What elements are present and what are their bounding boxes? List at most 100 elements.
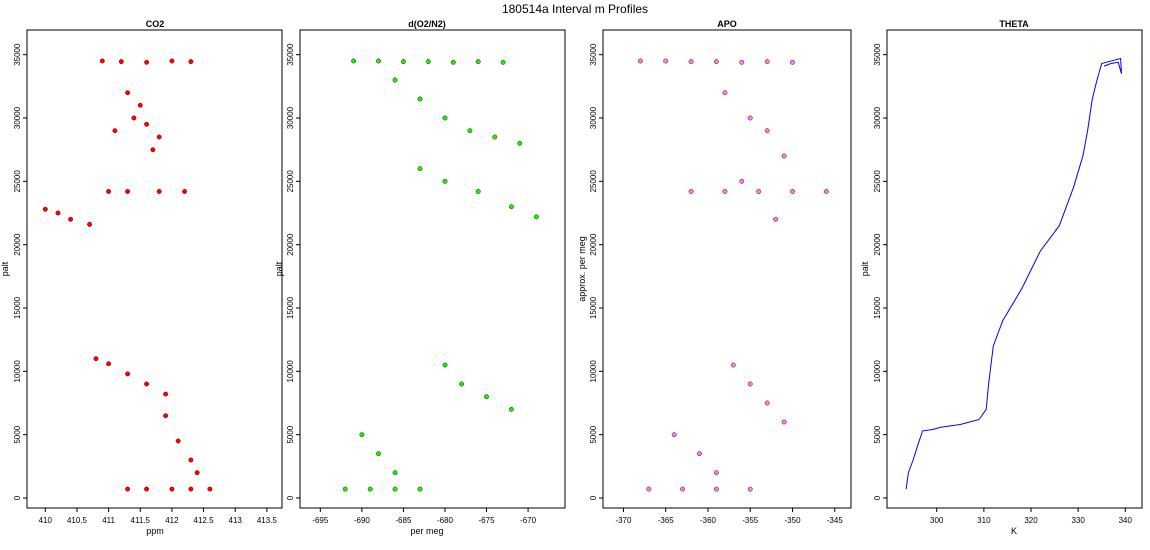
data-point xyxy=(99,58,105,64)
data-point xyxy=(646,486,652,492)
panel-title: APO xyxy=(717,19,737,29)
y-tick-label: 10000 xyxy=(13,360,22,383)
y-tick-label: 0 xyxy=(286,495,295,500)
data-point xyxy=(442,115,448,121)
data-point xyxy=(156,189,162,194)
axis-ticks: -695 -690 -685 -680 -675 -670 0 5000 10000 15000 2… xyxy=(286,43,537,525)
data-point xyxy=(376,58,381,64)
x-tick-label: 310 xyxy=(977,516,991,525)
data-point xyxy=(722,189,728,194)
data-point xyxy=(713,59,719,65)
data-point xyxy=(533,214,539,220)
y-tick-label: 25000 xyxy=(286,170,295,193)
data-point xyxy=(68,216,74,222)
data-point xyxy=(442,362,448,368)
data-point xyxy=(207,486,213,492)
data-marks xyxy=(342,58,539,492)
data-point xyxy=(188,59,194,65)
x-tick-label: 340 xyxy=(1119,516,1133,525)
y-tick-label: 30000 xyxy=(13,106,22,129)
data-point xyxy=(106,189,112,194)
panel-theta: THETA K palt 300 310 320 330 340 0 5000 10000 15… xyxy=(860,19,1143,536)
data-point xyxy=(87,221,93,227)
y-axis-label: palt xyxy=(860,261,870,276)
data-point xyxy=(747,381,753,387)
data-point xyxy=(131,115,137,121)
x-axis-label: per meg xyxy=(410,526,443,536)
data-point xyxy=(93,356,99,362)
data-point xyxy=(169,486,175,492)
data-point xyxy=(42,206,48,212)
data-point xyxy=(823,189,829,194)
y-tick-label: 15000 xyxy=(589,296,598,319)
y-tick-label: 30000 xyxy=(589,106,598,129)
x-tick-label: -355 xyxy=(742,516,759,525)
y-tick-label: 20000 xyxy=(13,233,22,256)
x-tick-label: -675 xyxy=(479,516,496,525)
data-point xyxy=(182,189,188,194)
plot-frame xyxy=(602,29,852,509)
data-marks xyxy=(42,58,213,492)
y-tick-label: 25000 xyxy=(13,170,22,193)
plot-frame xyxy=(886,29,1143,509)
data-point xyxy=(508,406,514,412)
data-point xyxy=(517,140,523,146)
y-tick-label: 0 xyxy=(13,495,22,500)
data-point xyxy=(764,400,770,406)
data-point xyxy=(144,59,150,65)
x-tick-label: -360 xyxy=(700,516,717,525)
x-tick-label: -695 xyxy=(312,516,329,525)
data-point xyxy=(188,457,194,463)
data-point xyxy=(106,361,112,367)
data-point xyxy=(790,59,795,65)
data-point xyxy=(671,432,677,438)
data-point xyxy=(492,134,498,140)
data-point xyxy=(467,128,473,134)
data-point xyxy=(680,486,686,492)
figure-title: 180514a Interval m Profiles xyxy=(502,2,648,16)
x-tick-label: -680 xyxy=(437,516,454,525)
data-point xyxy=(144,381,150,387)
x-tick-label: 413 xyxy=(229,516,243,525)
y-tick-label: 15000 xyxy=(286,296,295,319)
data-point xyxy=(764,59,770,65)
data-point xyxy=(450,59,456,65)
x-tick-label: 410 xyxy=(39,516,53,525)
data-point xyxy=(475,189,481,194)
x-tick-label: -365 xyxy=(658,516,675,525)
data-point xyxy=(637,58,643,64)
y-tick-label: 30000 xyxy=(286,106,295,129)
axis-ticks: 410 410.5 411 411.5 412 412.5 413 413.5 0 5000 100… xyxy=(13,43,277,525)
data-point xyxy=(500,59,506,65)
data-point xyxy=(747,115,753,121)
y-tick-label: 25000 xyxy=(589,170,598,193)
data-point xyxy=(781,419,787,425)
panel-co2: CO2 ppm palt 410 410.5 411 411.5 412 412.5 413… xyxy=(0,19,283,536)
x-tick-label: -345 xyxy=(827,516,844,525)
data-point xyxy=(163,413,169,419)
panel-o2n2: d(O2/N2) per meg palt -695 -690 -685 -680 -6… xyxy=(274,19,566,536)
data-point xyxy=(55,210,61,216)
panel-title: THETA xyxy=(999,19,1029,29)
data-point xyxy=(417,486,423,492)
y-tick-label: 5000 xyxy=(589,425,598,443)
data-point xyxy=(342,486,348,492)
y-tick-label: 35000 xyxy=(286,43,295,66)
data-point xyxy=(663,58,669,64)
data-point xyxy=(773,216,779,222)
data-point xyxy=(790,189,795,194)
y-tick-label: 0 xyxy=(873,495,882,500)
data-point xyxy=(163,391,169,397)
panel-title: d(O2/N2) xyxy=(408,19,446,29)
y-tick-label: 15000 xyxy=(873,296,882,319)
x-tick-label: 412.5 xyxy=(194,516,215,525)
y-tick-label: 20000 xyxy=(286,233,295,256)
data-point xyxy=(425,59,431,65)
data-point xyxy=(508,204,514,210)
x-tick-label: -670 xyxy=(520,516,537,525)
x-tick-label: 300 xyxy=(930,516,944,525)
data-point xyxy=(697,451,702,457)
plot-frame xyxy=(299,29,566,509)
data-point xyxy=(730,362,736,368)
